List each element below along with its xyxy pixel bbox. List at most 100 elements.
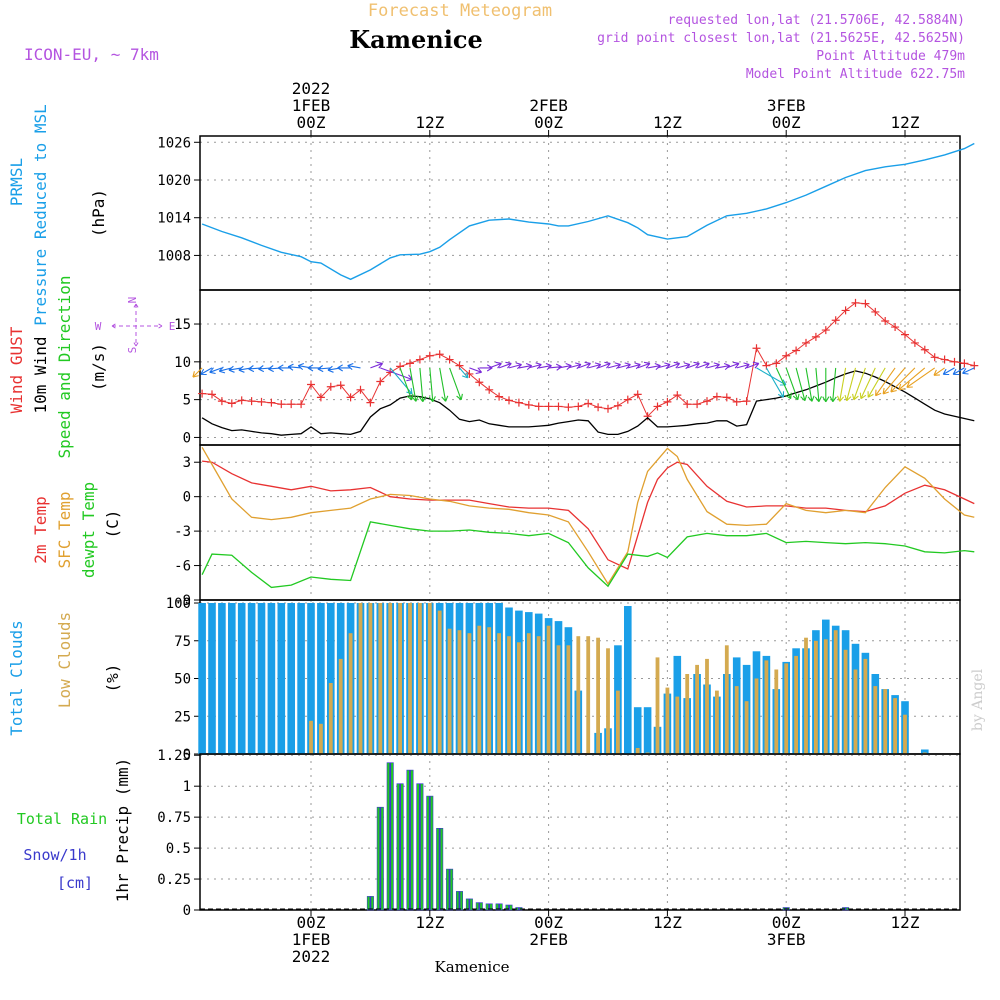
wind-direction-arrow xyxy=(528,362,542,370)
gust-marker xyxy=(920,345,929,354)
gust-marker xyxy=(544,402,553,411)
wind-direction-arrow xyxy=(906,367,936,388)
rain-bar-core xyxy=(409,770,411,910)
wind-direction-arrow xyxy=(409,367,419,402)
tsfc-line xyxy=(201,446,975,586)
gust-marker xyxy=(693,400,702,409)
wind-direction-arrow xyxy=(933,367,945,376)
wind-direction-arrow xyxy=(617,362,631,370)
rain-bar-core xyxy=(844,907,847,910)
precip-ytick-label: 0 xyxy=(183,903,191,919)
low-cloud-bar xyxy=(447,628,452,754)
gust-marker xyxy=(227,399,236,408)
clouds-ytick-label: 25 xyxy=(174,709,191,725)
low-cloud-bar xyxy=(526,633,531,754)
wind-direction-arrow xyxy=(859,367,876,400)
low-cloud-bar xyxy=(843,649,848,754)
gust-marker xyxy=(861,299,870,308)
wind-direction-arrow xyxy=(209,367,223,375)
gust-marker xyxy=(217,397,226,406)
precip-panel: 0 0.25 0.5 0.75 1 1.25 Total Rain Snow/1h [cm] 1h… xyxy=(17,748,961,919)
total-cloud-bar xyxy=(257,603,266,754)
low-cloud-bar xyxy=(427,603,432,754)
gust-marker xyxy=(643,412,652,421)
rain-bar-core xyxy=(488,903,491,910)
total-cloud-bar xyxy=(228,603,236,754)
low-cloud-bar xyxy=(863,658,868,754)
wind-direction-arrow xyxy=(568,362,582,370)
total-cloud-bar xyxy=(198,603,206,754)
wind-direction-arrow xyxy=(588,362,602,370)
low-cloud-bar xyxy=(546,625,551,754)
compass-n: N xyxy=(126,297,139,304)
bottom-time-label: 2022 xyxy=(292,947,331,966)
wind-direction-arrow xyxy=(844,367,857,402)
gust-marker xyxy=(425,351,434,360)
dew-line xyxy=(201,521,975,589)
gust-marker xyxy=(930,353,939,362)
total-cloud-bar xyxy=(633,707,642,754)
wind-direction-arrow xyxy=(439,367,449,402)
bottom-time-label: 3FEB xyxy=(767,930,806,949)
top-time-label: 3FEB xyxy=(767,96,806,115)
top-time-label: 00Z xyxy=(534,113,563,132)
low-cloud-bar xyxy=(724,645,729,754)
wind-direction-arrow xyxy=(428,367,436,403)
low-cloud-bar xyxy=(457,630,462,754)
wind-direction-arrow xyxy=(578,361,591,369)
low-cloud-bar xyxy=(675,696,680,754)
gust-marker xyxy=(782,351,791,360)
low-cloud-bar xyxy=(358,603,363,754)
model-altitude: Model Point Altitude 622.75m xyxy=(746,67,965,82)
gust-marker xyxy=(237,396,246,405)
wind-direction-arrow xyxy=(898,367,926,391)
rain-bar-core xyxy=(498,903,500,910)
precip-ytick-label: 1 xyxy=(183,779,191,795)
wind-direction-arrow xyxy=(192,367,203,378)
total-cloud-bar xyxy=(297,603,305,754)
compass-rose xyxy=(111,303,163,347)
gust-marker xyxy=(445,355,454,364)
temperature-ytick-label: 3 xyxy=(183,455,191,471)
gust-marker xyxy=(683,400,692,409)
gust-marker xyxy=(623,395,632,404)
wind-direction-arrow xyxy=(696,361,710,369)
bottom-time-label: 12Z xyxy=(653,913,682,932)
wind-direction-arrow xyxy=(459,367,469,379)
footer-location: Kamenice xyxy=(435,958,510,976)
requested-coords: requested lon,lat (21.5706E, 42.5884N) xyxy=(668,13,965,28)
pressure-line xyxy=(201,142,975,281)
gust-marker xyxy=(940,355,949,364)
wind-direction-arrow xyxy=(607,362,621,370)
wind-direction-arrow xyxy=(347,362,361,371)
wind-direction-arrow xyxy=(962,367,975,375)
low-cloud-bar xyxy=(814,640,818,754)
low-cloud-bar xyxy=(665,687,670,754)
total-cloud-bar xyxy=(643,707,652,754)
low-cloud-bar xyxy=(408,603,412,754)
low-cloud-bar xyxy=(328,683,333,754)
pressure-ytick-label: 1020 xyxy=(157,173,191,189)
wind-direction-arrow xyxy=(449,367,463,401)
low-cloud-bar xyxy=(378,603,383,754)
rain-bar-core xyxy=(448,869,451,910)
gust-marker xyxy=(910,338,919,347)
gust-marker xyxy=(772,359,781,368)
pressure-label-2: Pressure Reduced to MSL xyxy=(31,104,50,326)
gust-marker xyxy=(653,402,662,411)
gust-marker xyxy=(257,397,266,406)
low-cloud-bar xyxy=(853,669,858,754)
precip-ytick-label: 0.25 xyxy=(157,872,191,888)
low-cloud-bar xyxy=(338,658,343,754)
low-cloud-bar xyxy=(635,748,640,754)
total-cloud-bar xyxy=(317,603,325,754)
gust-marker xyxy=(851,298,860,307)
top-time-label: 12Z xyxy=(415,113,444,132)
wind-line xyxy=(201,370,975,436)
total-cloud-bar xyxy=(237,603,246,754)
gust-marker xyxy=(475,378,484,387)
rain-bar-core xyxy=(458,891,461,910)
total-cloud-bar xyxy=(624,606,632,754)
low-cloud-bar xyxy=(309,720,313,754)
